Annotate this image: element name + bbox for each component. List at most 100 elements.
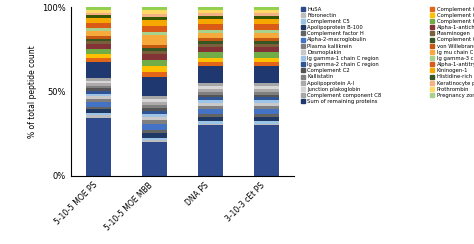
Bar <box>198 97 223 100</box>
Bar <box>142 133 167 138</box>
Bar <box>254 33 279 38</box>
Bar <box>254 125 279 176</box>
Bar <box>198 24 223 30</box>
Bar <box>142 140 167 142</box>
Bar <box>86 113 111 115</box>
Bar <box>254 19 279 24</box>
Bar <box>142 99 167 102</box>
Y-axis label: % of total peptide count: % of total peptide count <box>28 45 37 138</box>
Bar <box>198 44 223 47</box>
Bar <box>198 7 223 10</box>
Bar <box>86 94 111 96</box>
Bar <box>142 44 167 48</box>
Bar <box>254 92 279 95</box>
Bar <box>142 7 167 10</box>
Bar <box>254 44 279 47</box>
Bar <box>198 117 223 121</box>
Bar <box>86 115 111 118</box>
Bar <box>254 10 279 13</box>
Bar <box>254 52 279 58</box>
Bar <box>254 13 279 16</box>
Bar <box>86 58 111 62</box>
Bar <box>142 54 167 60</box>
Bar <box>142 77 167 96</box>
Bar <box>142 35 167 44</box>
Bar <box>86 86 111 89</box>
Bar <box>198 121 223 124</box>
Bar <box>254 24 279 30</box>
Bar <box>142 117 167 121</box>
Bar <box>198 30 223 33</box>
Bar <box>86 99 111 102</box>
Bar <box>142 102 167 105</box>
Bar <box>254 30 279 33</box>
Bar <box>86 49 111 54</box>
Bar <box>142 48 167 51</box>
Bar <box>86 81 111 83</box>
Bar <box>142 72 167 77</box>
Bar <box>254 86 279 89</box>
Bar <box>198 16 223 19</box>
Bar <box>254 62 279 66</box>
Bar <box>142 13 167 17</box>
Bar <box>254 58 279 62</box>
Bar <box>254 103 279 106</box>
Bar <box>142 26 167 32</box>
Bar <box>86 44 111 49</box>
Bar <box>86 23 111 28</box>
Bar <box>142 108 167 111</box>
Bar <box>86 110 111 113</box>
Bar <box>86 36 111 39</box>
Bar <box>142 32 167 35</box>
Bar <box>254 114 279 117</box>
Bar <box>254 83 279 86</box>
Bar <box>198 66 223 83</box>
Bar <box>254 100 279 103</box>
Bar <box>142 66 167 72</box>
Bar <box>86 107 111 110</box>
Bar <box>198 38 223 41</box>
Bar <box>198 92 223 95</box>
Bar <box>142 96 167 99</box>
Bar <box>86 12 111 15</box>
Bar <box>198 58 223 62</box>
Bar <box>142 121 167 124</box>
Bar <box>198 89 223 92</box>
Bar <box>86 118 111 176</box>
Bar <box>254 109 279 114</box>
Bar <box>86 102 111 107</box>
Bar <box>198 103 223 106</box>
Bar <box>86 78 111 81</box>
Bar <box>86 7 111 10</box>
Bar <box>142 60 167 66</box>
Bar <box>86 89 111 91</box>
Bar <box>198 125 223 176</box>
Bar <box>86 15 111 18</box>
Bar <box>86 41 111 44</box>
Bar <box>254 89 279 92</box>
Bar <box>254 97 279 100</box>
Bar <box>142 20 167 26</box>
Bar <box>198 47 223 52</box>
Bar <box>86 96 111 99</box>
Bar <box>254 47 279 52</box>
Bar <box>198 13 223 16</box>
Bar <box>254 121 279 124</box>
Bar <box>86 83 111 86</box>
Bar <box>198 106 223 109</box>
Bar <box>198 62 223 66</box>
Bar <box>86 28 111 31</box>
Bar <box>198 95 223 97</box>
Bar <box>86 18 111 23</box>
Bar <box>86 31 111 36</box>
Bar <box>254 66 279 83</box>
Bar <box>86 39 111 41</box>
Bar <box>254 117 279 121</box>
Bar <box>142 111 167 114</box>
Bar <box>254 124 279 125</box>
Bar <box>254 41 279 44</box>
Bar <box>142 138 167 140</box>
Bar <box>198 10 223 13</box>
Bar <box>198 52 223 58</box>
Bar <box>254 7 279 10</box>
